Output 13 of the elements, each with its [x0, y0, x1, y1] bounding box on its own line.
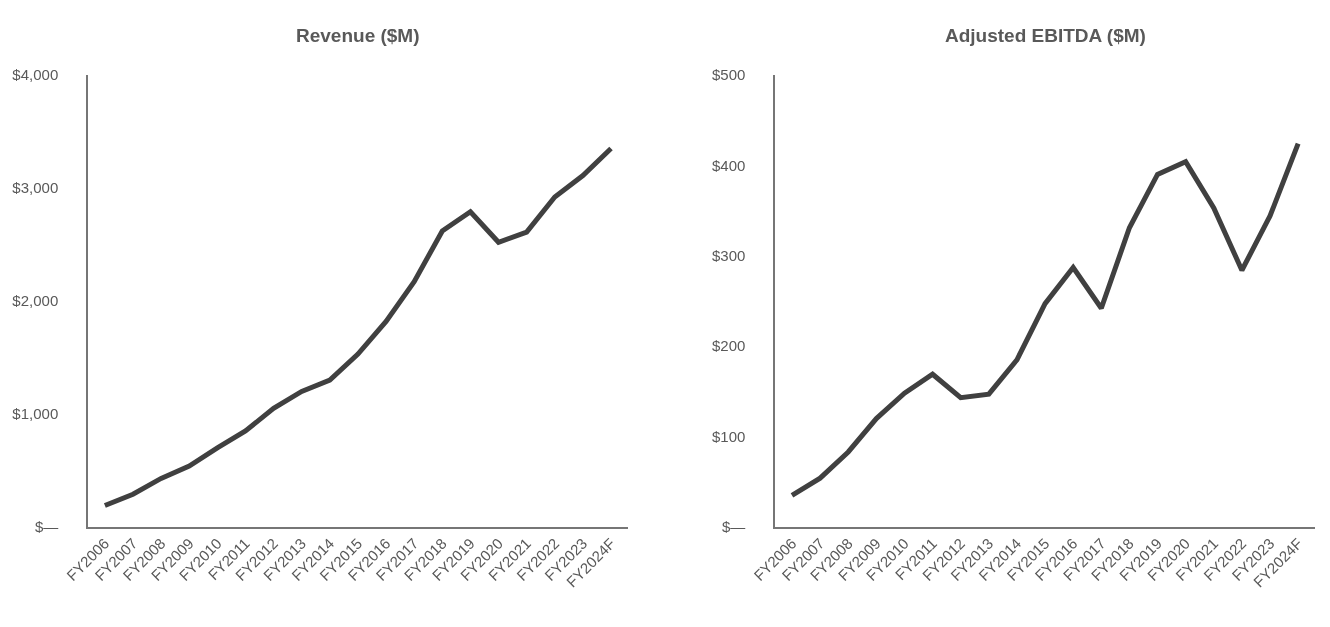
y-tick-label: $400 — [711, 156, 746, 174]
chart-title: Revenue ($M) — [296, 25, 420, 46]
y-tick-label: $3,000 — [12, 179, 59, 197]
y-tick-label: $2,000 — [12, 292, 59, 310]
chart-title: Adjusted EBITDA ($M) — [945, 25, 1146, 46]
y-tick-label: $300 — [711, 247, 746, 265]
y-tick-label: $4,000 — [12, 66, 59, 84]
y-tick-label: $— — [34, 518, 59, 536]
y-tick-label: $100 — [711, 427, 746, 445]
y-tick-label: $200 — [711, 337, 746, 355]
y-tick-label: $— — [722, 518, 746, 536]
y-tick-label: $1,000 — [12, 405, 59, 423]
y-tick-label: $500 — [711, 66, 746, 84]
